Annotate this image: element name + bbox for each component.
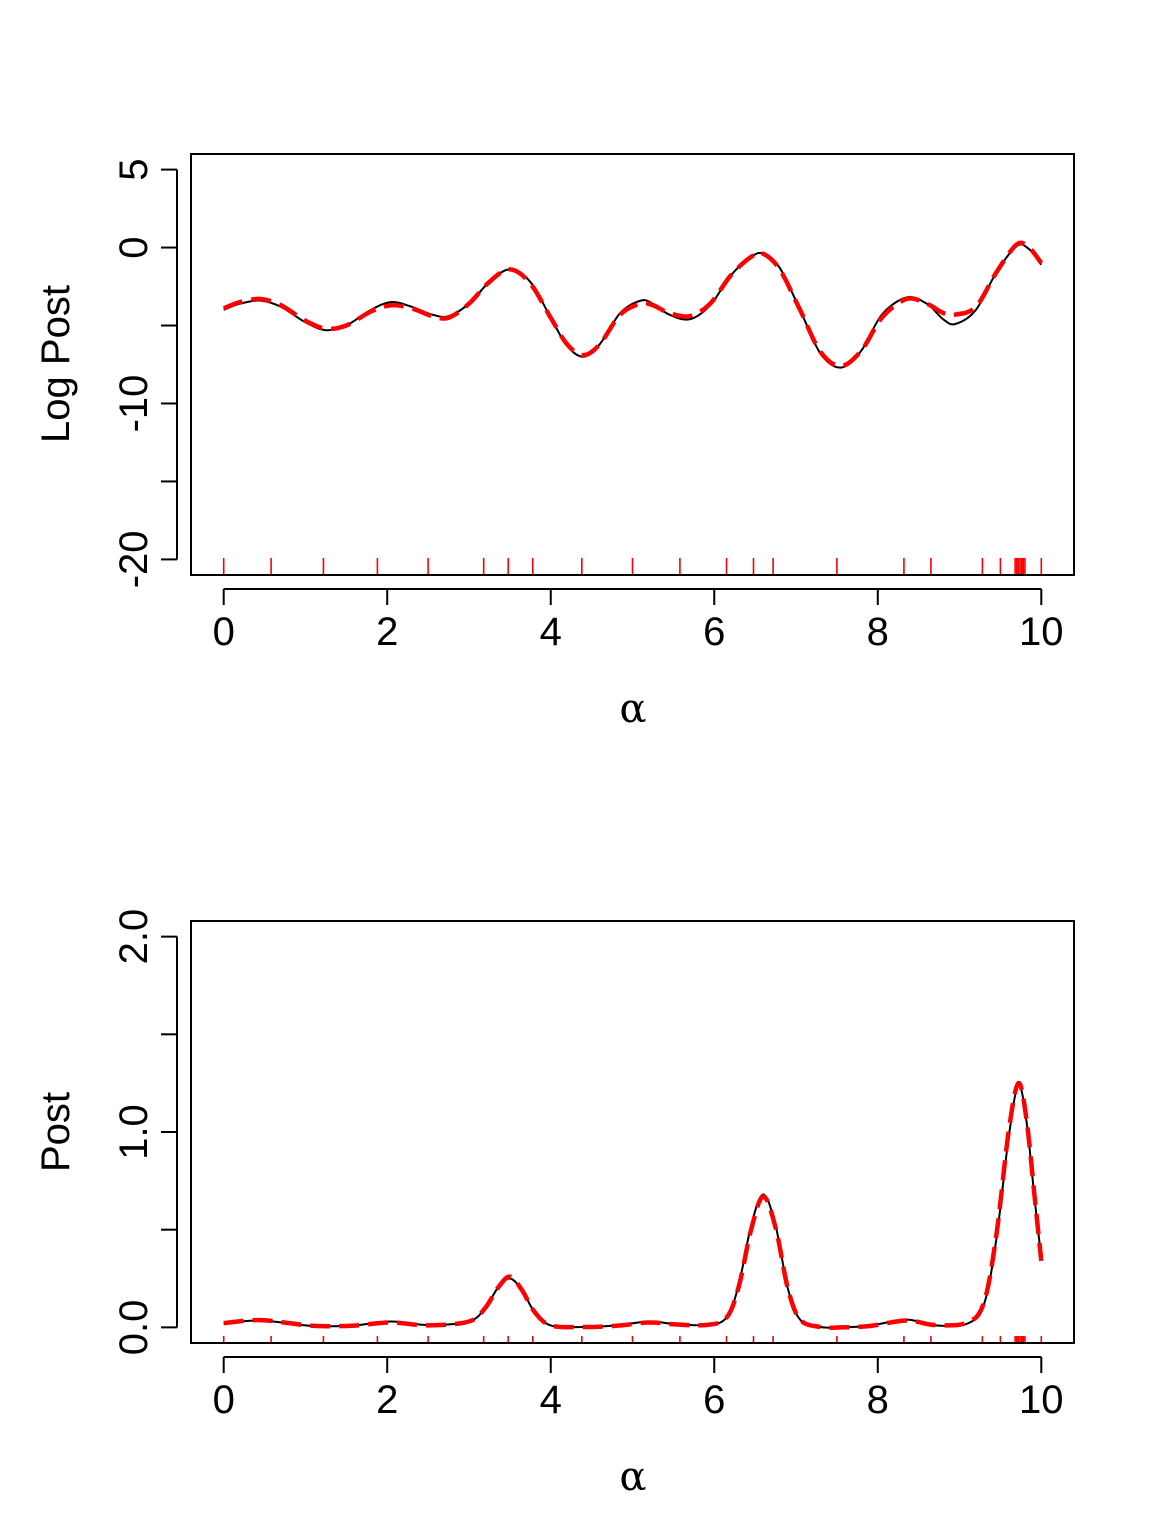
x-tick-label: 8 <box>867 610 889 654</box>
y-tick-label: -20 <box>112 530 156 588</box>
series-group <box>222 240 1044 369</box>
x-tick-label: 10 <box>1019 1378 1064 1422</box>
plot-frame <box>190 920 1075 1344</box>
x-axis-label: α <box>619 686 646 732</box>
series-solid-black-line <box>223 1084 1043 1329</box>
x-tick-label: 0 <box>213 610 235 654</box>
x-tick-label: 4 <box>540 1378 562 1422</box>
y-axis: -20 -10 0 5 <box>112 158 178 588</box>
y-tick-label: 0 <box>112 236 156 258</box>
y-tick-label: -10 <box>112 375 156 433</box>
x-axis: 0 2 4 6 8 10 <box>213 588 1064 654</box>
y-tick-label: 0.0 <box>112 1300 156 1356</box>
plot-frame <box>190 153 1075 576</box>
posterior-panel: 0 2 4 6 8 10 0.0 1.0 2.0 α Post <box>34 909 1075 1500</box>
series-group <box>223 1080 1044 1330</box>
y-tick-label: 2.0 <box>112 909 156 965</box>
rug-marks <box>222 558 1043 574</box>
y-tick-label: 1.0 <box>112 1104 156 1160</box>
y-axis-label: Post <box>34 1092 78 1172</box>
x-tick-label: 8 <box>867 1378 889 1422</box>
x-tick-label: 2 <box>376 1378 398 1422</box>
log-posterior-panel: 0 2 4 6 8 10 -20 -10 0 5 α Log Post <box>34 153 1075 732</box>
x-tick-label: 10 <box>1019 610 1064 654</box>
x-tick-label: 2 <box>376 610 398 654</box>
rug-marks <box>222 1336 1043 1342</box>
series-dashed-red-line <box>223 1080 1044 1330</box>
x-axis: 0 2 4 6 8 10 <box>213 1356 1064 1422</box>
x-tick-label: 4 <box>540 610 562 654</box>
y-axis: 0.0 1.0 2.0 <box>112 909 178 1356</box>
x-axis-label: α <box>619 1454 646 1500</box>
series-dashed-red-line <box>222 240 1044 369</box>
x-tick-label: 0 <box>213 1378 235 1422</box>
x-tick-label: 6 <box>703 610 725 654</box>
x-tick-label: 6 <box>703 1378 725 1422</box>
y-axis-label: Log Post <box>34 285 78 443</box>
y-tick-label: 5 <box>112 158 156 180</box>
